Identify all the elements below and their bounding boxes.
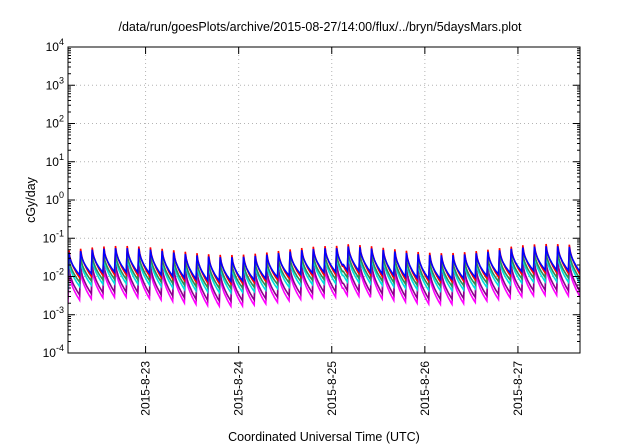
y-tick-label: 10-1 <box>43 228 64 245</box>
series-line-1 <box>68 260 580 304</box>
y-tick-label: 10-3 <box>43 305 64 322</box>
series-layer <box>68 243 580 309</box>
y-axis-label: cGy/day <box>24 176 38 223</box>
y-axis: 10-4 10-3 10-2 10-1 100 101 102 103 104 <box>43 37 580 360</box>
grid <box>68 47 580 353</box>
y-tick-label: 101 <box>46 152 64 169</box>
x-axis: 2015-8-23 2015-8-24 2015-8-25 2015-8-26 2015… <box>139 47 525 416</box>
x-tick-label: 2015-8-23 <box>139 361 153 416</box>
x-axis-label: Coordinated Universal Time (UTC) <box>228 430 420 444</box>
y-tick-label: 104 <box>46 37 64 54</box>
y-tick-label: 10-2 <box>43 267 64 284</box>
x-tick-label: 2015-8-26 <box>418 361 432 416</box>
y-tick-label: 100 <box>46 190 64 207</box>
series-line-3 <box>68 251 580 291</box>
x-tick-label: 2015-8-27 <box>511 361 525 416</box>
chart-title: /data/run/goesPlots/archive/2015-08-27/1… <box>118 20 522 34</box>
x-tick-label: 2015-8-25 <box>325 361 339 416</box>
y-tick-label: 102 <box>46 114 64 131</box>
x-tick-label: 2015-8-24 <box>232 361 246 416</box>
series-line-0 <box>68 264 580 309</box>
series-line-2 <box>68 254 580 296</box>
series-line-5 <box>68 246 580 284</box>
y-tick-label: 10-4 <box>43 343 64 360</box>
y-tick-label: 103 <box>46 75 64 92</box>
